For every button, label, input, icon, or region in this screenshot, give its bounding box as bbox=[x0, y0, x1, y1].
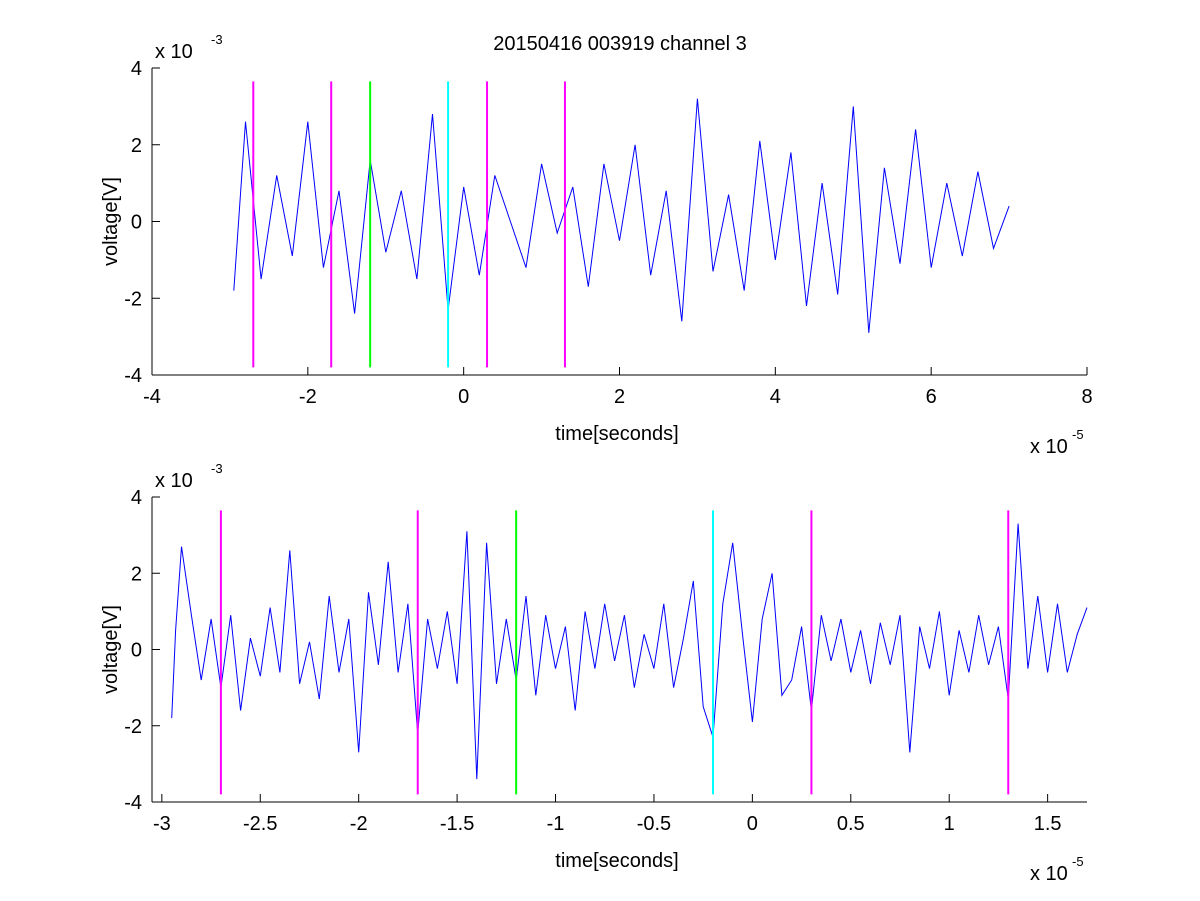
x-tick-label: 6 bbox=[926, 386, 937, 408]
x-tick-label: 0.5 bbox=[837, 813, 865, 835]
x-exponent-label: x 10 bbox=[1030, 863, 1068, 885]
x-tick-label: -1.5 bbox=[440, 813, 474, 835]
x-tick-label: 8 bbox=[1081, 386, 1092, 408]
x-tick-label: 4 bbox=[770, 386, 781, 408]
x-tick-label: 2 bbox=[614, 386, 625, 408]
y-tick-label: -2 bbox=[124, 716, 142, 738]
x-axis-label: time[seconds] bbox=[555, 850, 678, 872]
x-tick-label: -4 bbox=[143, 386, 161, 408]
y-tick-label: 0 bbox=[131, 212, 142, 234]
y-exponent-power: -3 bbox=[211, 32, 223, 47]
x-tick-label: -2.5 bbox=[243, 813, 277, 835]
x-exponent-power: -5 bbox=[1072, 427, 1084, 442]
x-tick-label: -2 bbox=[299, 386, 317, 408]
y-tick-label: 4 bbox=[131, 487, 142, 509]
y-exponent-power: -3 bbox=[211, 461, 223, 476]
y-tick-label: 4 bbox=[131, 58, 142, 80]
x-exponent-power: -5 bbox=[1072, 854, 1084, 869]
y-tick-label: 0 bbox=[131, 640, 142, 662]
signal-line bbox=[171, 523, 1088, 780]
y-tick-label: -4 bbox=[124, 365, 142, 387]
x-tick-label: 0 bbox=[747, 813, 758, 835]
x-axis-label: time[seconds] bbox=[555, 423, 678, 445]
x-tick-label: 0 bbox=[458, 386, 469, 408]
x-tick-label: -1 bbox=[547, 813, 565, 835]
x-tick-label: -3 bbox=[153, 813, 171, 835]
x-tick-label: -2 bbox=[350, 813, 368, 835]
y-exponent-label: x 10 bbox=[155, 470, 193, 492]
bottom-plot: -3 -2.5 -2 -1.5 -1 -0.5 0 0.5 1 1.5 -4 -2 0 2 4 time[se… bbox=[100, 461, 1088, 885]
x-tick-label: 1.5 bbox=[1034, 813, 1062, 835]
y-tick-label: 2 bbox=[131, 563, 142, 585]
y-exponent-label: x 10 bbox=[155, 41, 193, 63]
y-tick-label: -4 bbox=[124, 792, 142, 814]
y-tick-label: 2 bbox=[131, 135, 142, 157]
x-tick-label: 1 bbox=[944, 813, 955, 835]
signal-line bbox=[233, 98, 1010, 333]
y-axis-label: voltage[V] bbox=[100, 177, 122, 266]
y-axis-label: voltage[V] bbox=[100, 605, 122, 694]
x-exponent-label: x 10 bbox=[1030, 436, 1068, 458]
figure-title: 20150416 003919 channel 3 bbox=[493, 33, 747, 55]
x-tick-label: -0.5 bbox=[637, 813, 671, 835]
top-plot: -4 -2 0 2 4 6 8 -4 -2 0 2 4 time[seconds] voltage[V] x… bbox=[100, 32, 1093, 458]
y-tick-label: -2 bbox=[124, 288, 142, 310]
